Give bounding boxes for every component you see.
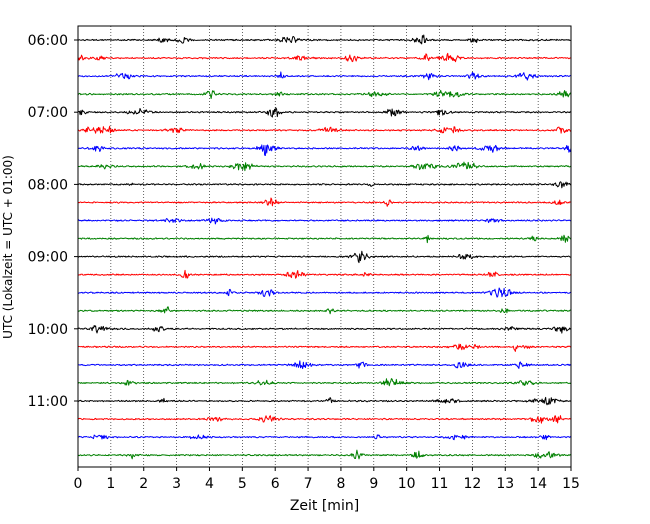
trace-0630 <box>77 71 572 81</box>
trace-1130 <box>77 434 572 441</box>
y-tick-label: 10:00 <box>28 322 68 338</box>
trace-0730 <box>77 144 572 157</box>
y-tick-label: 09:00 <box>28 250 68 266</box>
x-tick-label: 13 <box>496 476 514 492</box>
trace-0700 <box>78 107 572 118</box>
y-tick-label: 07:00 <box>28 105 68 121</box>
x-tick-label: 5 <box>238 476 247 492</box>
trace-0745 <box>77 161 572 172</box>
x-tick-label: 14 <box>529 476 547 492</box>
y-axis-label: UTC (Lokalzeit = UTC + 01:00) <box>1 155 15 339</box>
x-tick-label: 3 <box>172 476 181 492</box>
x-tick-label: 11 <box>431 476 449 492</box>
trace-1015 <box>77 343 572 352</box>
trace-1145 <box>77 449 572 460</box>
x-tick-label: 0 <box>74 476 83 492</box>
x-tick-label: 8 <box>336 476 345 492</box>
trace-0800 <box>77 181 572 189</box>
x-tick-label: 15 <box>562 476 580 492</box>
x-tick-label: 1 <box>106 476 115 492</box>
trace-1100 <box>77 396 572 406</box>
trace-0930 <box>77 287 572 298</box>
y-tick-label: 06:00 <box>28 33 68 49</box>
trace-0830 <box>77 217 571 225</box>
trace-0600 <box>77 34 572 45</box>
trace-1030 <box>77 360 572 370</box>
y-tick-label: 11:00 <box>28 394 68 410</box>
trace-layer <box>77 34 572 460</box>
x-axis-ticks: 0 1 2 3 4 5 6 7 8 9 10 11 12 13 14 15 <box>74 467 580 492</box>
trace-0645 <box>77 89 572 100</box>
trace-1000 <box>77 325 572 334</box>
x-tick-label: 9 <box>369 476 378 492</box>
x-axis-label: Zeit [min] <box>290 498 359 514</box>
x-tick-label: 6 <box>271 476 280 492</box>
y-axis-ticks: 06:00 07:00 08:00 09:00 10:00 11:00 <box>28 33 78 410</box>
trace-1115 <box>77 415 572 424</box>
trace-0815 <box>77 197 572 207</box>
trace-0615 <box>77 52 572 63</box>
trace-0845 <box>77 234 572 244</box>
trace-0715 <box>77 125 572 134</box>
x-tick-label: 4 <box>205 476 214 492</box>
x-tick-label: 7 <box>304 476 313 492</box>
y-tick-label: 08:00 <box>28 177 68 193</box>
plot-frame <box>77 25 572 468</box>
x-tick-label: 10 <box>398 476 416 492</box>
trace-0900 <box>77 250 572 264</box>
trace-1045 <box>77 378 572 387</box>
x-tick-label: 12 <box>463 476 481 492</box>
trace-0915 <box>77 269 572 279</box>
trace-0945 <box>77 306 572 315</box>
x-tick-label: 2 <box>139 476 148 492</box>
